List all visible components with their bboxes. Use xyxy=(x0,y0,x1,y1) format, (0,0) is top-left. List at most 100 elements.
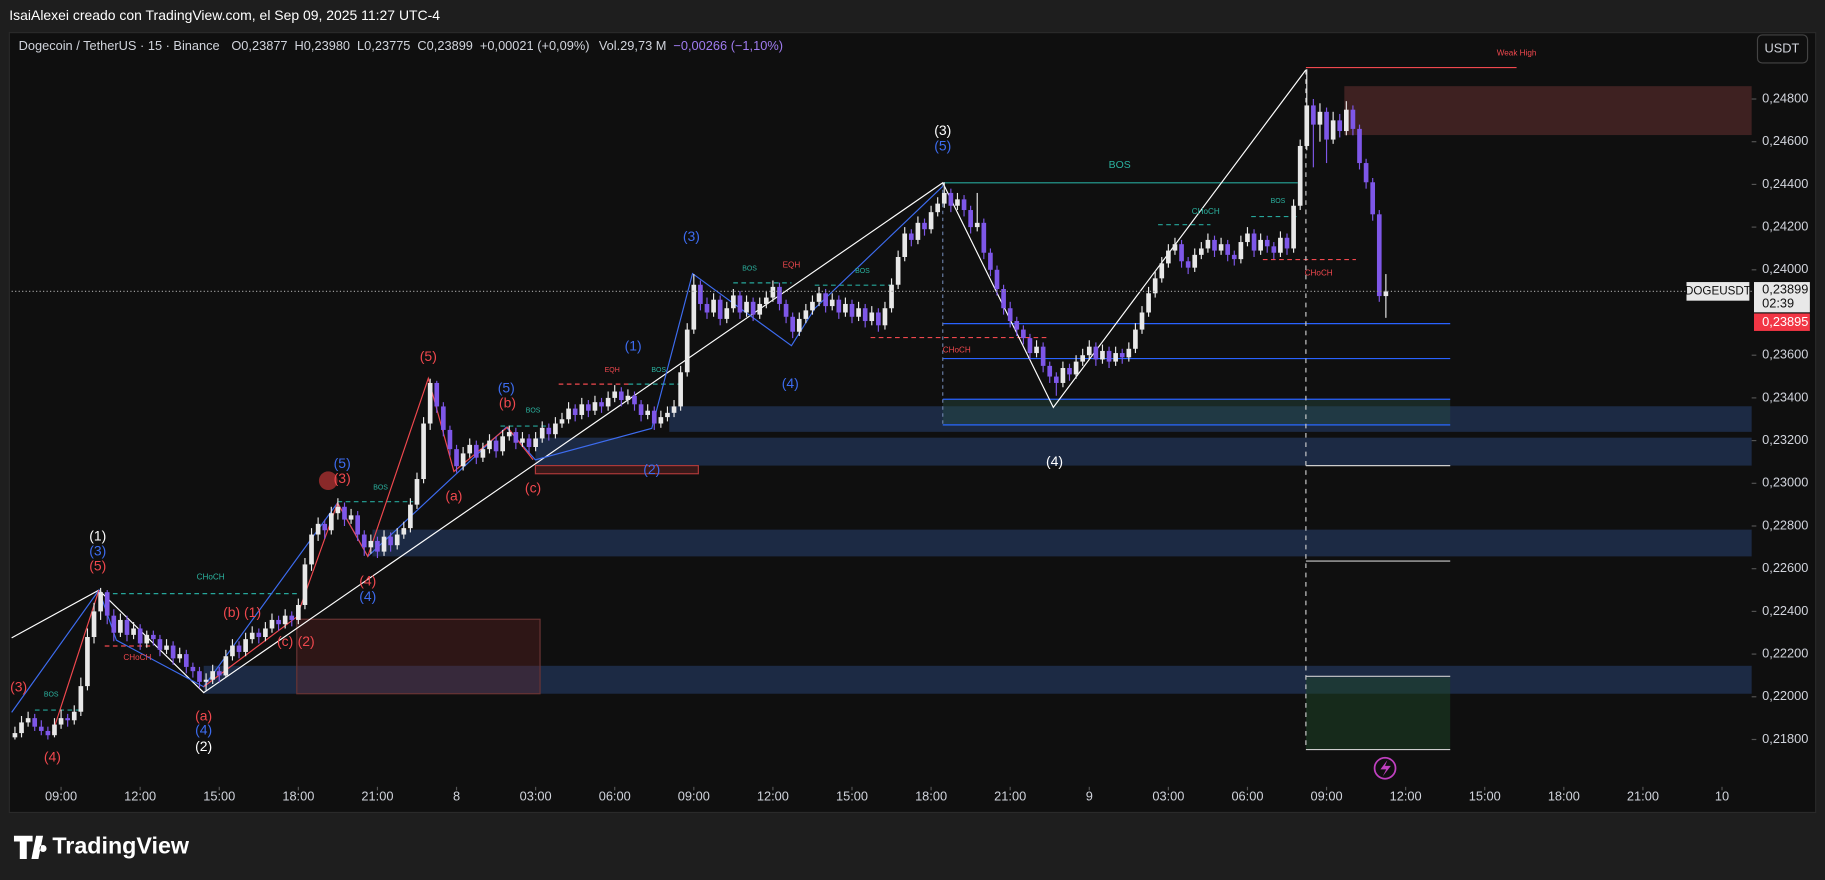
candle-body xyxy=(1100,350,1105,360)
supply-zone xyxy=(1344,86,1752,136)
candle-body xyxy=(566,408,571,420)
candle-body xyxy=(1080,355,1086,362)
legend-item: 0,23899 xyxy=(427,38,473,53)
wave-label: (a) xyxy=(445,488,462,504)
x-tick-label: 12:00 xyxy=(1390,789,1422,804)
wave-label: (4) xyxy=(782,375,799,391)
candle-body xyxy=(671,406,677,413)
order-block xyxy=(296,618,541,695)
legend-item: L xyxy=(357,38,364,53)
candle-body xyxy=(895,256,901,285)
candle-body xyxy=(249,632,255,640)
y-tick-label: 0,23600 xyxy=(1762,347,1808,362)
candle-body xyxy=(823,293,828,307)
countdown: 02:39 xyxy=(1762,296,1794,311)
x-tick-label: 18:00 xyxy=(915,789,947,804)
candle-body xyxy=(355,515,360,535)
x-tick-label: 15:00 xyxy=(203,789,235,804)
candle-body xyxy=(1212,239,1217,251)
candle-body xyxy=(638,404,644,415)
candle-body xyxy=(1291,205,1296,249)
replay-icon[interactable] xyxy=(1373,756,1397,780)
candle-body xyxy=(427,382,433,424)
candle-body xyxy=(1376,214,1382,297)
candle-body xyxy=(1278,237,1283,253)
candle-body xyxy=(256,632,262,638)
candle-body xyxy=(1284,237,1290,249)
candle-body xyxy=(928,212,934,230)
legend-item: H xyxy=(295,38,304,53)
candle-body xyxy=(559,419,565,424)
candle-body xyxy=(414,479,420,505)
candle-body xyxy=(1324,111,1329,140)
y-tick-label: 0,24000 xyxy=(1762,261,1808,276)
candle-body xyxy=(269,619,275,629)
structure-lines xyxy=(34,215,1298,711)
wave-label: (c) xyxy=(277,633,293,649)
wave-label: (1) xyxy=(244,604,261,620)
candle-body xyxy=(724,308,730,319)
candle-body xyxy=(361,534,367,548)
legend: Dogecoin / TetherUS · 15 · Binance O 0,238… xyxy=(19,38,783,53)
candle-body xyxy=(25,718,31,723)
candle-body xyxy=(447,429,453,450)
structure-label: BOS xyxy=(855,268,870,275)
ticker: DOGEUSDT xyxy=(1685,284,1751,297)
candle-body xyxy=(684,329,690,373)
candle-body xyxy=(981,222,987,253)
candle-body xyxy=(348,515,354,520)
structure-label: CHoCH xyxy=(197,572,225,581)
candle-body xyxy=(1370,182,1376,215)
candle-body xyxy=(32,718,38,727)
candle-body xyxy=(1192,254,1198,268)
target-zone xyxy=(1305,677,1451,750)
candle-body xyxy=(1225,244,1231,255)
candle-body xyxy=(434,382,440,407)
candle-body xyxy=(882,308,888,326)
candle-body xyxy=(137,628,143,644)
level-lines xyxy=(1305,465,1451,751)
x-tick-label: 06:00 xyxy=(599,789,631,804)
candle-body xyxy=(961,199,967,211)
x-tick-label: 06:00 xyxy=(1231,789,1263,804)
candle-body xyxy=(553,423,558,435)
x-tick-label: 03:00 xyxy=(520,789,552,804)
candle-body xyxy=(1166,250,1171,264)
y-tick-label: 0,22000 xyxy=(1762,688,1808,703)
candle-body xyxy=(164,645,169,650)
candle-body xyxy=(988,252,993,270)
candle-body xyxy=(151,634,156,640)
candle-body xyxy=(704,303,710,313)
candle-body xyxy=(1198,248,1204,255)
y-tick-label: 0,24600 xyxy=(1762,133,1808,148)
candle-body xyxy=(1172,244,1178,251)
candle-body xyxy=(91,611,97,638)
wave-label: (3) xyxy=(934,122,951,138)
wave-label: (3) xyxy=(10,679,27,695)
candle-body xyxy=(1139,312,1145,330)
candle-body xyxy=(1113,353,1118,362)
candle-body xyxy=(1047,365,1053,377)
legend-item: 0,23980 xyxy=(304,38,350,53)
candle-body xyxy=(1001,289,1006,309)
candle-body xyxy=(19,722,24,734)
wave-label: (c) xyxy=(525,480,541,496)
y-tick-label: 0,24800 xyxy=(1762,90,1808,105)
alert-marker[interactable] xyxy=(318,471,338,491)
x-tick-label: 15:00 xyxy=(1469,789,1501,804)
candle-body xyxy=(625,395,631,401)
wave-label: (5) xyxy=(334,455,351,471)
candle-body xyxy=(1007,308,1013,322)
wave-label: (3) xyxy=(334,470,351,486)
candle-body xyxy=(1159,263,1165,279)
structure-label: CHoCH xyxy=(123,653,151,662)
structure-label: CHoCH xyxy=(1305,269,1333,278)
currency-button[interactable] xyxy=(1756,34,1809,64)
candle-body xyxy=(381,536,387,552)
candle-body xyxy=(315,523,321,535)
header-title: IsaiAlexei creado con TradingView.com, e… xyxy=(9,7,440,23)
candle-body xyxy=(935,203,941,213)
candle-body xyxy=(71,711,77,721)
